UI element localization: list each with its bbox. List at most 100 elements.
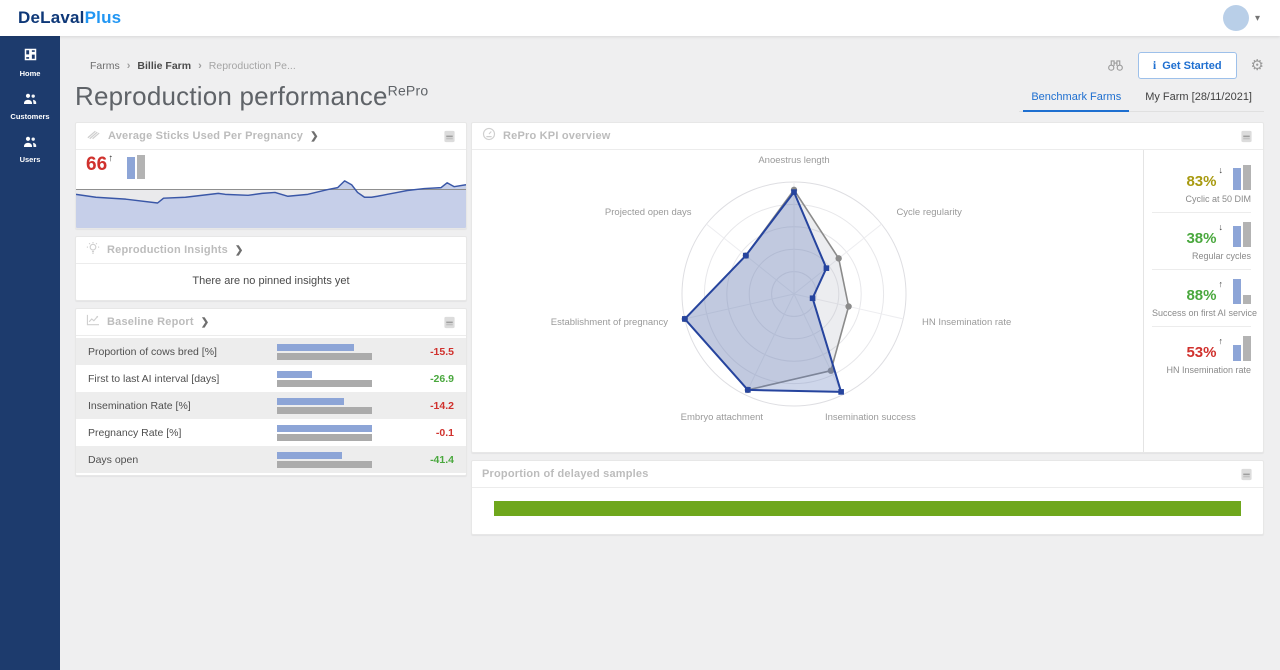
avg-sticks-mini-bars (127, 155, 146, 179)
kpi-value-row: 88% ↑ (1152, 279, 1251, 304)
kpi-item: 83% ↓ Cyclic at 50 DIM (1152, 156, 1251, 213)
user-avatar[interactable] (1222, 5, 1249, 31)
baseline-row-label: Pregnancy Rate [%] (88, 426, 182, 439)
radar-axis-label: HN Insemination rate (922, 317, 1011, 328)
farm-bar (277, 451, 342, 459)
kpi-item: 88% ↑ Success on first AI service (1152, 270, 1258, 327)
table-row[interactable]: First to last AI interval [days] -26.9 (76, 365, 466, 392)
baseline-row-value: -15.5 (430, 345, 454, 358)
logo-secondary: Plus (84, 8, 122, 27)
benchmark-bar (277, 379, 372, 387)
sidebar-item-users[interactable]: Users (0, 124, 60, 167)
table-row[interactable]: Proportion of cows bred [%] -15.5 (76, 338, 466, 365)
report-icon[interactable] (1240, 130, 1253, 143)
radar-axis-label: Establishment of pregnancy (551, 317, 668, 328)
breadcrumb-item[interactable]: Billie Farm (137, 59, 192, 72)
avg-sticks-title: Average Sticks Used Per Pregnancy (108, 130, 304, 142)
chevron-right-icon[interactable]: ❯ (310, 130, 319, 142)
kpi-mini-bars (1233, 165, 1251, 190)
kpi-item: 53% ↑ HN Insemination rate (1152, 327, 1251, 383)
baseline-row-value: -0.1 (435, 426, 454, 439)
farm-mini-bar (1233, 279, 1241, 304)
report-icon[interactable] (443, 316, 456, 329)
radar-axis-label: Anoestrus length (758, 155, 829, 166)
trend-down-icon: ↓ (1218, 222, 1224, 232)
info-icon: i (1152, 58, 1157, 72)
baseline-title: Baseline Report (107, 316, 194, 328)
table-row[interactable]: Pregnancy Rate [%] -0.1 (76, 419, 466, 446)
breadcrumb-item[interactable]: Farms (90, 59, 120, 72)
sidebar-item-home[interactable]: Home (0, 36, 60, 81)
benchmark-bar (277, 433, 372, 441)
line-chart-icon (86, 313, 100, 331)
kpi-value: 88% (1186, 287, 1217, 304)
benchmark-bar (277, 406, 372, 414)
kpi-value-row: 83% ↓ (1152, 165, 1251, 190)
radar-chart: Anoestrus length Cycle regularity HN Insem… (472, 150, 1143, 452)
farm-mini-bar (1233, 226, 1241, 247)
kpi-value-row: 38% ↓ (1152, 222, 1251, 247)
kpi-label: Cyclic at 50 DIM (1185, 194, 1251, 204)
kpi-value: 38% (1186, 230, 1217, 247)
kpi-overview-card: RePro KPI overview Anoestrus length Cycle… (471, 122, 1264, 453)
breadcrumb-item[interactable]: Reproduction Pe... (208, 59, 296, 72)
sidebar-item-customers[interactable]: Customers (0, 81, 60, 124)
farm-mini-bar (127, 157, 136, 179)
page-title-sup: RePro (387, 82, 429, 99)
table-row[interactable]: Days open -41.4 (76, 446, 466, 473)
gear-icon[interactable]: ⚙ (1250, 57, 1264, 74)
benchmark-binoculars-icon[interactable] (1107, 57, 1124, 75)
kpi-overview-title: RePro KPI overview (503, 130, 611, 142)
benchmark-mini-bar (1243, 336, 1251, 361)
benchmark-mini-bar (1243, 222, 1251, 247)
report-icon[interactable] (1240, 468, 1253, 481)
customers-icon (22, 92, 38, 109)
kpi-label: Success on first AI service (1152, 308, 1258, 318)
baseline-row-label: First to last AI interval [days] (88, 372, 220, 385)
tab-benchmark-farms[interactable]: Benchmark Farms (1019, 85, 1133, 112)
logo-primary: DeLaval (18, 8, 85, 27)
trend-up-icon: ↑ (1218, 279, 1224, 289)
top-bar: DeLavalPlus ▾ (0, 0, 1280, 36)
chevron-down-icon[interactable]: ▾ (1254, 12, 1260, 24)
users-icon (22, 135, 38, 152)
delayed-samples-bar (494, 501, 1241, 516)
kpi-mini-bars (1233, 222, 1251, 247)
gauge-icon (482, 127, 496, 146)
baseline-row-label: Insemination Rate [%] (88, 399, 191, 412)
baseline-row-label: Days open (88, 453, 139, 466)
chevron-right-icon[interactable]: ❯ (200, 316, 210, 328)
sidebar-item-label: Customers (10, 112, 50, 121)
baseline-row-value: -26.9 (430, 372, 454, 385)
radar-axis-label: Cycle regularity (896, 207, 962, 218)
baseline-row-label: Proportion of cows bred [%] (88, 345, 217, 358)
table-row[interactable]: Insemination Rate [%] -14.2 (76, 392, 466, 419)
radar-axis-label: Embryo attachment (681, 412, 764, 423)
insight-bulb-icon (86, 241, 100, 260)
sidebar-item-label: Home (19, 69, 41, 78)
insights-card: Reproduction Insights ❯ There are no pin… (75, 236, 467, 301)
kpi-value: 53% (1186, 344, 1217, 361)
radar-axis-label: Projected open days (605, 207, 692, 218)
benchmark-mini-bar (1243, 165, 1251, 190)
app-logo: DeLavalPlus (18, 8, 121, 28)
breadcrumb-separator-icon: › (126, 59, 131, 72)
chevron-right-icon[interactable]: ❯ (234, 244, 244, 256)
kpi-label: Regular cycles (1191, 251, 1251, 261)
benchmark-bar (277, 460, 372, 468)
baseline-row-value: -41.4 (430, 453, 454, 466)
baseline-row-value: -14.2 (430, 399, 454, 412)
delayed-samples-title: Proportion of delayed samples (482, 468, 649, 480)
benchmark-mini-bar (1243, 295, 1251, 304)
tab-my-farm-[interactable]: My Farm [28/11/2021] (1145, 91, 1252, 103)
trend-up-icon: ↑ (108, 153, 114, 164)
farm-mini-bar (1233, 168, 1241, 190)
baseline-row-bars (277, 451, 372, 468)
baseline-row-bars (277, 397, 372, 414)
get-started-button[interactable]: i Get Started (1137, 52, 1237, 79)
benchmark-mini-bar (137, 155, 146, 179)
kpi-label: HN Insemination rate (1166, 365, 1251, 375)
report-icon[interactable] (443, 130, 456, 143)
page-title: Reproduction performanceRePro (75, 81, 429, 111)
kpi-mini-bars (1233, 279, 1251, 304)
